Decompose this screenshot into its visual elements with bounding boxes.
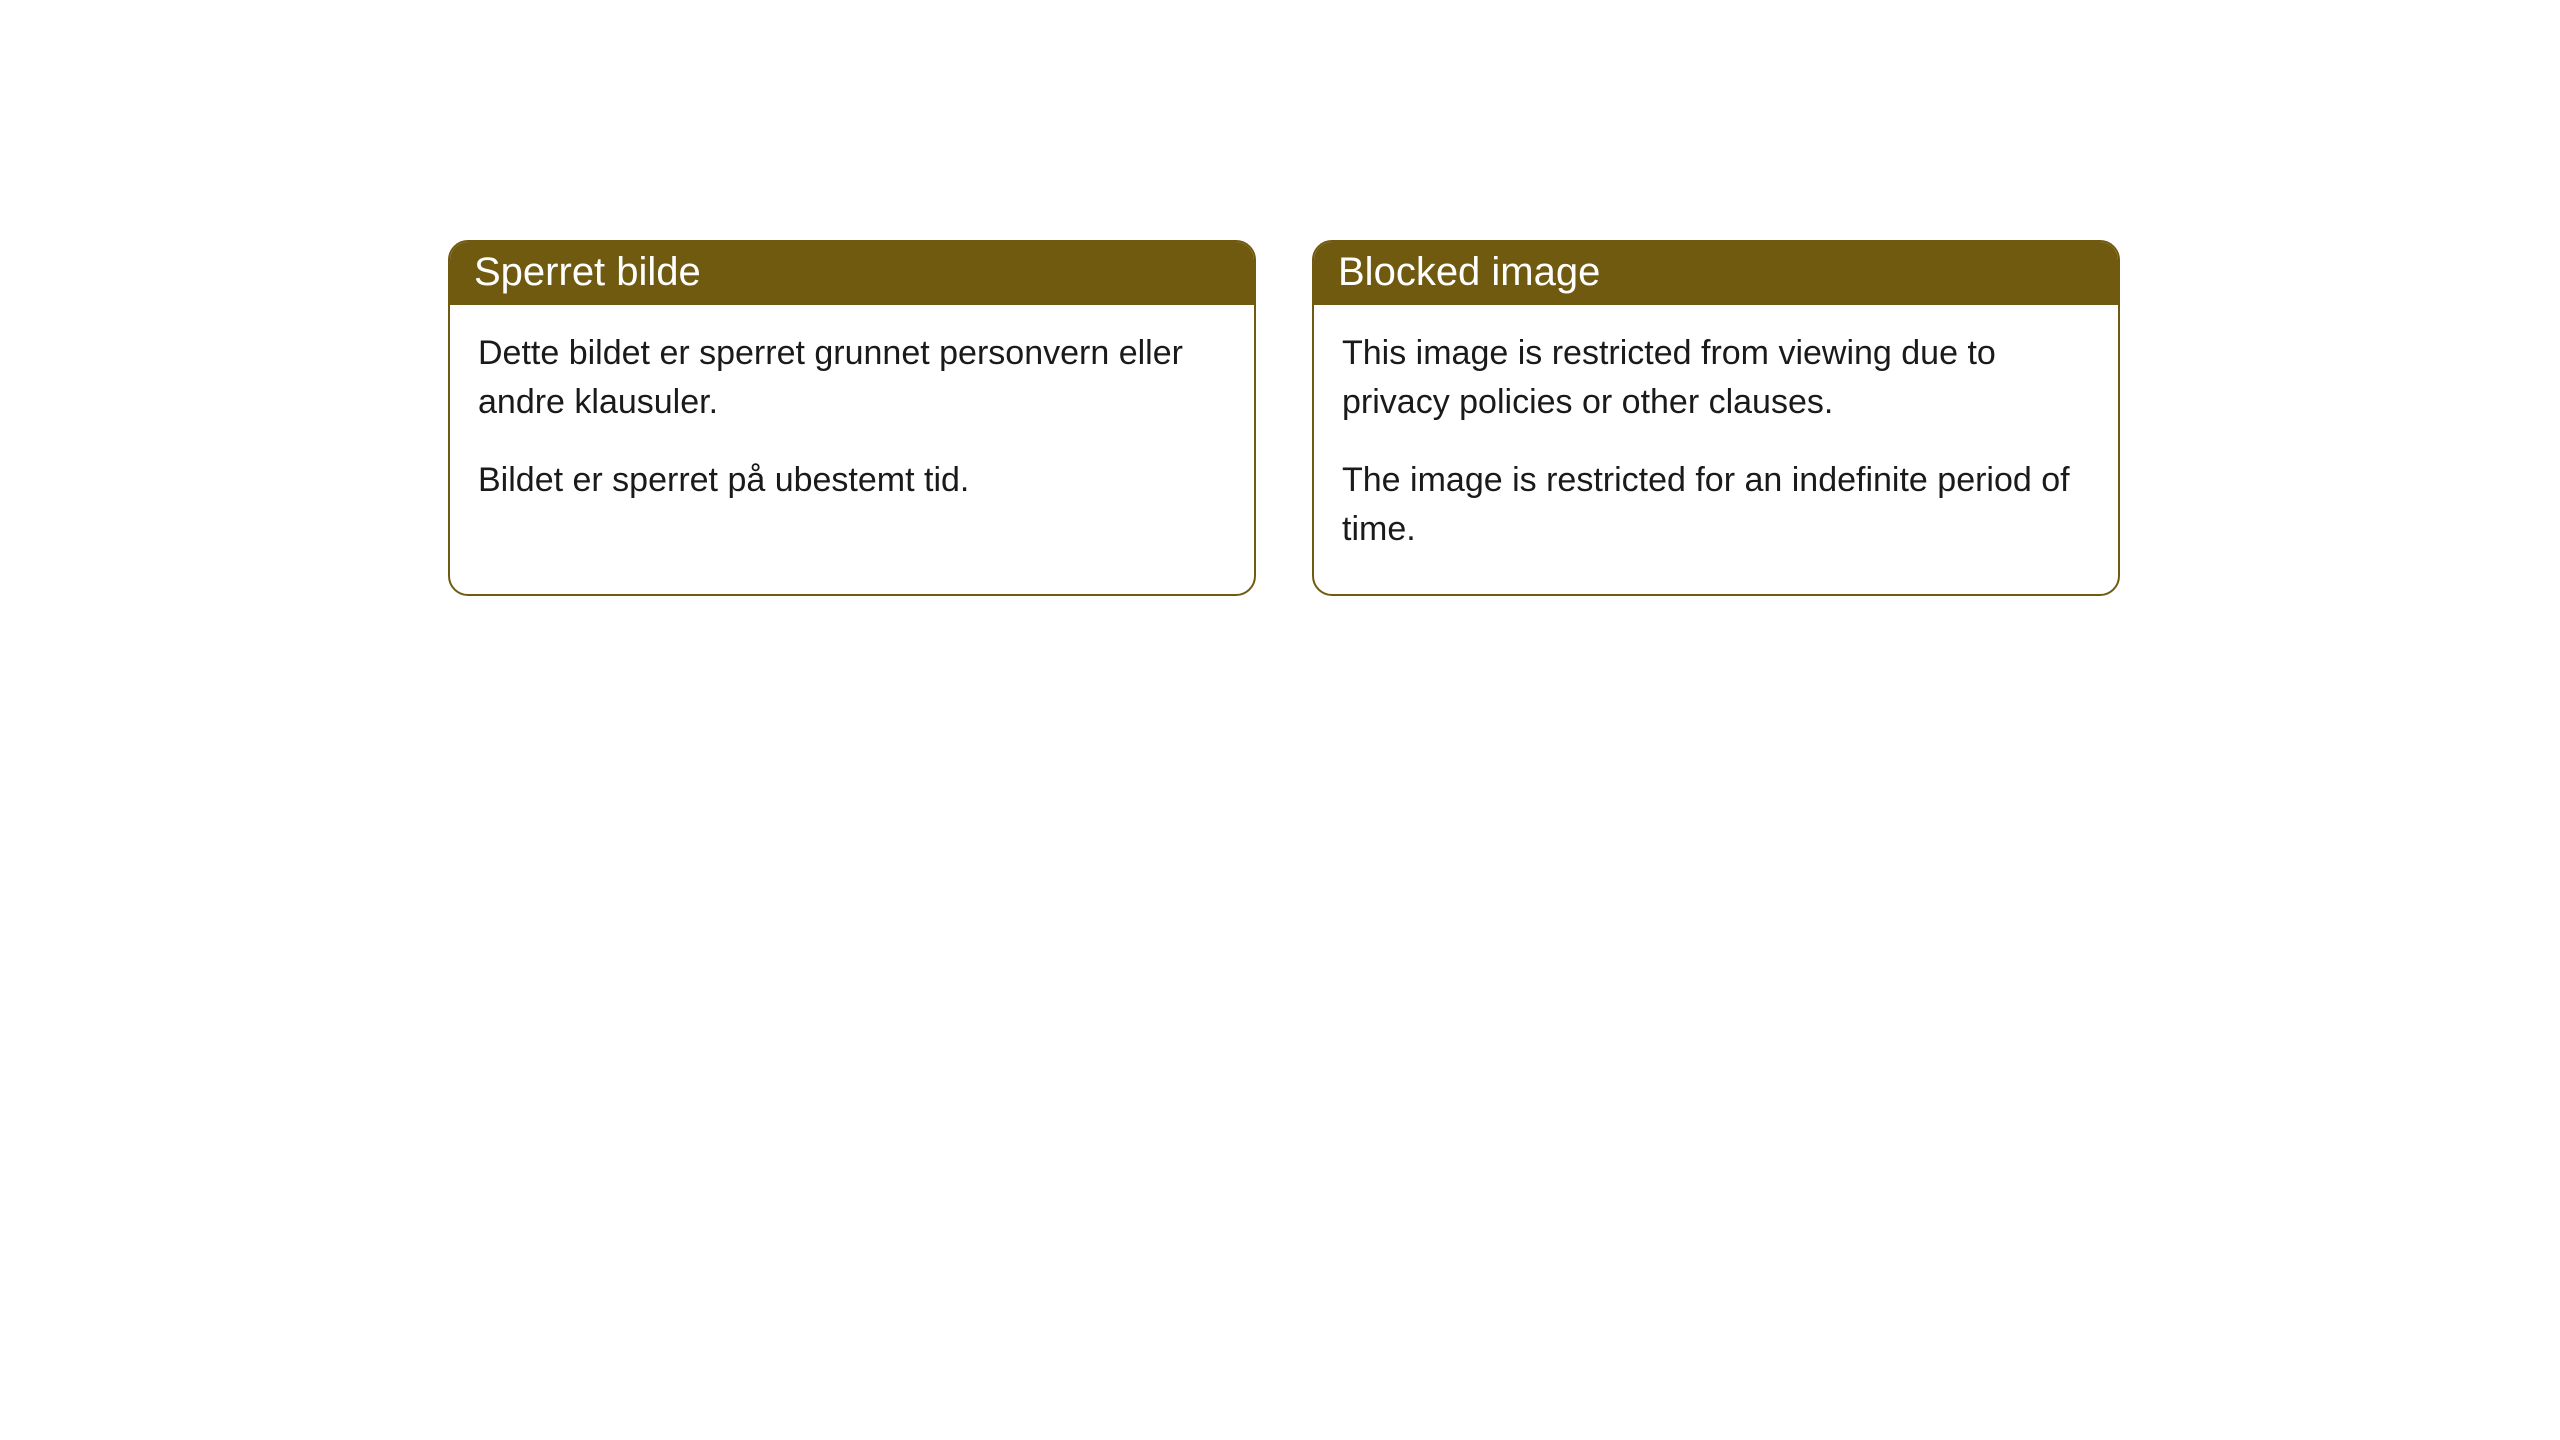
- card-body: This image is restricted from viewing du…: [1314, 305, 2118, 594]
- card-paragraph: The image is restricted for an indefinit…: [1342, 456, 2090, 555]
- card-paragraph: This image is restricted from viewing du…: [1342, 329, 2090, 428]
- card-title: Blocked image: [1338, 250, 1600, 294]
- notice-container: Sperret bilde Dette bildet er sperret gr…: [448, 240, 2120, 596]
- card-paragraph: Dette bildet er sperret grunnet personve…: [478, 329, 1226, 428]
- card-header: Blocked image: [1314, 242, 2118, 305]
- blocked-image-card-english: Blocked image This image is restricted f…: [1312, 240, 2120, 596]
- card-title: Sperret bilde: [474, 250, 701, 294]
- card-body: Dette bildet er sperret grunnet personve…: [450, 305, 1254, 545]
- card-header: Sperret bilde: [450, 242, 1254, 305]
- blocked-image-card-norwegian: Sperret bilde Dette bildet er sperret gr…: [448, 240, 1256, 596]
- card-paragraph: Bildet er sperret på ubestemt tid.: [478, 456, 1226, 505]
